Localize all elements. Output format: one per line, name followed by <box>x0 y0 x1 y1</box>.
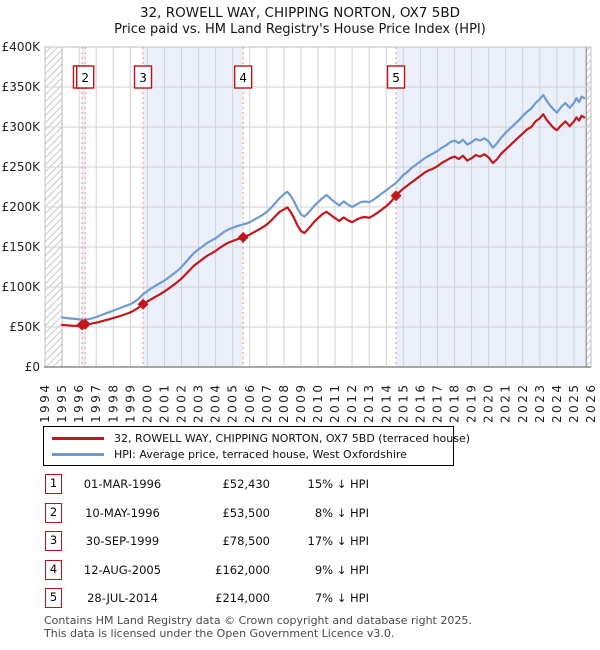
x-axis-tick-label: 1997 <box>89 382 103 423</box>
x-axis-tick-label: 2015 <box>396 382 410 423</box>
legend-row-price: 32, ROWELL WAY, CHIPPING NORTON, OX7 5BD… <box>44 430 470 446</box>
x-axis-tick-label: 2013 <box>362 382 376 423</box>
x-axis-tick-label: 2019 <box>465 382 479 423</box>
legend-row-hpi: HPI: Average price, terraced house, West… <box>44 446 453 462</box>
price-series-swatch <box>52 436 104 440</box>
sale-number-box <box>133 65 153 89</box>
page-subtitle: Price paid vs. HM Land Registry's House … <box>114 22 486 37</box>
transaction-price: £78,500 <box>222 534 270 548</box>
y-axis-tick-label: £300K <box>2 120 42 134</box>
sale-marker-diamond <box>79 318 91 330</box>
x-axis-tick-label: 2022 <box>516 382 530 423</box>
page-title: 32, ROWELL WAY, CHIPPING NORTON, OX7 5BD <box>139 5 461 21</box>
transaction-number-badge: 4 <box>45 559 62 580</box>
x-axis-tick-label: 2000 <box>140 382 154 423</box>
x-axis-tick-label: 2026 <box>584 382 598 423</box>
price-paid-line <box>60 113 586 328</box>
x-axis-tick-label: 2023 <box>533 382 547 423</box>
transaction-price: £162,000 <box>215 562 270 577</box>
sale-number-label: 2 <box>81 71 89 85</box>
transaction-date: 28-JUL-2014 <box>87 591 158 605</box>
sale-number-label: 3 <box>139 71 147 85</box>
x-axis-tick-label: 1994 <box>38 382 52 423</box>
legend: 32, ROWELL WAY, CHIPPING NORTON, OX7 5BD… <box>43 426 470 466</box>
sale-number-box <box>386 65 406 89</box>
x-axis-tick-label: 2002 <box>175 382 189 423</box>
y-axis-tick-label: £200K <box>2 200 42 214</box>
x-axis-tick-label: 2014 <box>379 382 393 423</box>
x-axis-tick-label: 1999 <box>123 382 137 423</box>
license-line-2: This data is licensed under the Open Gov… <box>44 626 395 640</box>
transaction-row: 2 10-MAY-1996 £53,500 8% ↓ HPI <box>45 502 375 523</box>
transaction-vs-hpi: 7% ↓ HPI <box>314 591 369 605</box>
x-axis-tick-label: 2025 <box>567 382 581 423</box>
x-axis-tick-label: 2001 <box>157 382 171 423</box>
sale-number-label: 5 <box>392 71 400 85</box>
sale-marker-diamond <box>137 298 149 310</box>
x-axis-tick-label: 1996 <box>72 382 86 423</box>
transaction-row: 3 30-SEP-1999 £78,500 17% ↓ HPI <box>45 531 375 551</box>
y-axis-tick-label: £400K <box>2 40 42 54</box>
transaction-price: £214,000 <box>215 591 270 605</box>
price-series-label: 32, ROWELL WAY, CHIPPING NORTON, OX7 5BD… <box>114 431 471 445</box>
transaction-date: 10-MAY-1996 <box>85 505 160 520</box>
x-axis-tick-label: 2024 <box>550 382 564 423</box>
license-footer: Contains HM Land Registry data © Crown c… <box>44 614 472 640</box>
transaction-number-badge: 1 <box>45 474 62 494</box>
x-axis-tick-label: 2011 <box>328 382 342 423</box>
x-axis-tick-label: 2004 <box>209 382 223 423</box>
x-axis-tick-label: 2016 <box>413 382 427 423</box>
y-axis-tick-label: £350K <box>2 80 42 94</box>
x-axis-tick-label: 1998 <box>106 382 120 423</box>
x-axis-tick-label: 2007 <box>260 382 274 423</box>
hpi-series-swatch <box>52 452 104 456</box>
price-chart-svg: £0 £50K £100K £150K £200K £250K £300K £350K £400… <box>2 40 598 423</box>
transaction-price: £53,500 <box>222 505 270 520</box>
x-axis-tick-label: 2008 <box>277 382 291 423</box>
transaction-vs-hpi: 17% ↓ HPI <box>307 534 369 548</box>
sale-number-box <box>76 65 95 89</box>
transaction-number-badge: 5 <box>45 588 62 608</box>
y-axis-tick-label: £0 <box>25 360 40 374</box>
transaction-number-badge: 3 <box>45 531 62 551</box>
transaction-price: £52,430 <box>222 477 270 491</box>
x-axis-tick-label: 2005 <box>226 382 240 423</box>
transaction-date: 12-AUG-2005 <box>83 562 162 577</box>
y-axis-tick-label: £100K <box>2 280 42 294</box>
sale-number-box <box>233 65 253 89</box>
y-axis-tick-label: £250K <box>2 160 42 174</box>
transaction-date: 01-MAR-1996 <box>83 477 162 491</box>
hpi-line <box>60 93 586 321</box>
x-axis-tick-label: 2012 <box>345 382 359 423</box>
x-axis-tick-label: 2009 <box>294 382 308 423</box>
x-axis-tick-label: 2021 <box>499 382 513 423</box>
sale-marker-diamond <box>390 190 402 202</box>
x-axis-tick-label: 2003 <box>192 382 206 423</box>
x-axis-tick-label: 2010 <box>311 382 325 423</box>
transaction-row: 1 01-MAR-1996 £52,430 15% ↓ HPI <box>45 474 375 494</box>
x-axis-tick-label: 2020 <box>482 382 496 423</box>
transaction-row: 5 28-JUL-2014 £214,000 7% ↓ HPI <box>45 588 375 608</box>
transaction-vs-hpi: 9% ↓ HPI <box>314 562 369 577</box>
x-axis-tick-label: 2017 <box>430 382 444 423</box>
x-axis-tick-label: 2018 <box>448 382 462 423</box>
x-axis-tick-label: 2006 <box>243 382 257 423</box>
y-axis-tick-label: £50K <box>9 320 41 334</box>
sale-marker-diamond <box>237 231 249 243</box>
license-line-1: Contains HM Land Registry data © Crown c… <box>44 614 472 627</box>
transaction-vs-hpi: 8% ↓ HPI <box>314 505 369 520</box>
transaction-date: 30-SEP-1999 <box>85 534 160 548</box>
y-axis-tick-label: £150K <box>2 240 42 254</box>
sale-number-label: 4 <box>239 71 247 85</box>
transaction-number-badge: 2 <box>45 502 62 523</box>
transaction-vs-hpi: 15% ↓ HPI <box>307 477 369 491</box>
hpi-series-label: HPI: Average price, terraced house, West… <box>114 447 407 461</box>
x-axis-tick-label: 1995 <box>55 382 69 423</box>
transactions-table: 1 01-MAR-1996 £52,430 15% ↓ HPI 2 10-MAY… <box>45 474 375 617</box>
transaction-row: 4 12-AUG-2005 £162,000 9% ↓ HPI <box>45 559 375 580</box>
